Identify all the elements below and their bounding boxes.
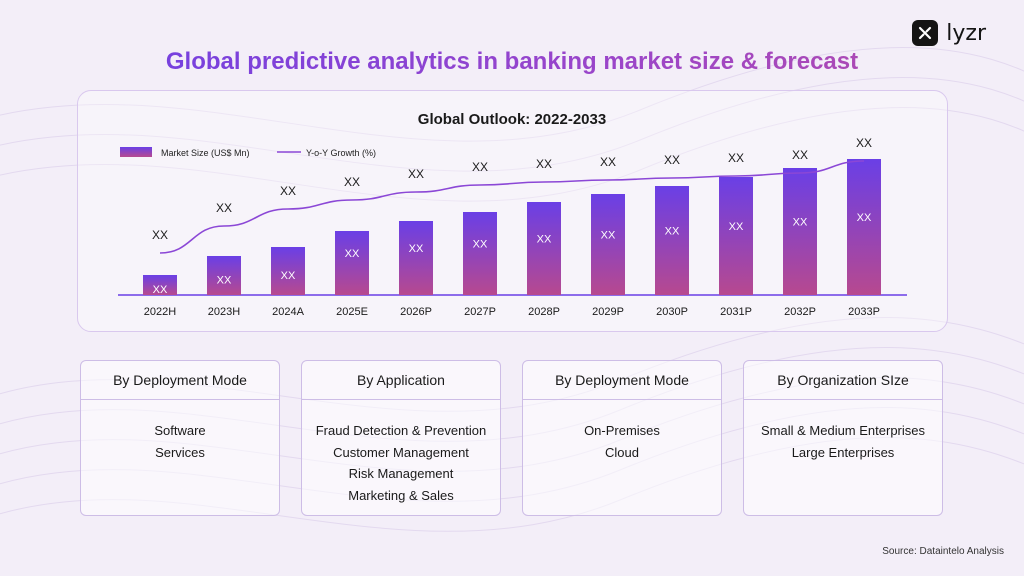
bar-data-label: XX — [601, 230, 616, 242]
page-title: Global predictive analytics in banking m… — [0, 48, 1024, 76]
x-tick-label: 2030P — [656, 306, 688, 318]
line-data-label: XX — [280, 184, 296, 198]
line-data-label: XX — [728, 151, 744, 165]
legend-line-label: Y-o-Y Growth (%) — [306, 148, 376, 158]
x-tick-label: 2022H — [144, 306, 176, 318]
bar — [335, 231, 369, 295]
segment-item: Services — [155, 444, 205, 460]
bar-data-label: XX — [729, 221, 744, 233]
segment-header: By Organization SIze — [744, 361, 942, 400]
x-tick-label: 2025E — [336, 306, 368, 318]
segment-header: By Application — [302, 361, 500, 400]
bar — [143, 275, 177, 295]
lyzr-logo-icon — [912, 20, 939, 46]
x-tick-label: 2031P — [720, 306, 752, 318]
segment-item: Customer Management — [333, 444, 469, 460]
bar — [655, 186, 689, 295]
bar — [207, 256, 241, 295]
bar — [527, 202, 561, 295]
bar-data-label: XX — [281, 270, 296, 282]
bar — [271, 247, 305, 295]
bar-data-label: XX — [857, 212, 872, 224]
segment-header: By Deployment Mode — [523, 361, 721, 400]
x-tick-label: 2033P — [848, 306, 880, 318]
segment-item: On-Premises — [584, 423, 660, 438]
bar-data-label: XX — [345, 248, 360, 260]
segments-section: By Deployment Mode Software Services By … — [80, 360, 944, 516]
bar-data-label: XX — [217, 275, 232, 287]
line-data-label: XX — [408, 167, 424, 181]
segment-item: Small & Medium Enterprises — [761, 423, 925, 438]
line-data-label: XX — [856, 136, 872, 150]
segment-item: Marketing & Sales — [348, 487, 454, 503]
chart-card: Global Outlook: 2022-2033 Market Size (U… — [77, 90, 948, 332]
source-note: Source: Dataintelo Analysis — [882, 546, 1004, 557]
segment-item: Software — [154, 423, 206, 438]
line-data-label: XX — [152, 228, 168, 242]
segment-item: Fraud Detection & Prevention — [315, 423, 487, 438]
bar — [719, 177, 753, 295]
bar-data-label: XX — [153, 284, 168, 296]
bar-data-label: XX — [537, 234, 552, 246]
x-tick-label: 2027P — [464, 306, 496, 318]
line-data-label: XX — [792, 148, 808, 162]
segment-item: Large Enterprises — [791, 444, 895, 460]
legend-bar-swatch — [120, 147, 152, 157]
segment-card-deployment-2: By Deployment Mode On-Premises Cloud — [522, 360, 722, 516]
bar — [847, 159, 881, 295]
bar — [463, 212, 497, 295]
bar — [783, 168, 817, 295]
line-data-label: XX — [600, 155, 616, 169]
line-data-label: XX — [472, 160, 488, 174]
x-tick-label: 2032P — [784, 306, 816, 318]
x-tick-label: 2023H — [208, 306, 240, 318]
segment-header: By Deployment Mode — [81, 361, 279, 400]
bar-data-label: XX — [665, 226, 680, 238]
segment-card-deployment: By Deployment Mode Software Services — [80, 360, 280, 516]
growth-line — [159, 160, 865, 254]
line-data-label: XX — [536, 157, 552, 171]
bar-data-label: XX — [793, 217, 808, 229]
x-tick-label: 2024A — [272, 306, 304, 318]
segment-item: Cloud — [605, 444, 639, 460]
brand-logo: lyzr — [912, 20, 986, 46]
bar-data-label: XX — [473, 239, 488, 251]
chart-legend: Market Size (US$ Mn) Y-o-Y Growth (%) — [120, 147, 376, 158]
segment-card-organization: By Organization SIze Small & Medium Ente… — [743, 360, 943, 516]
segment-card-application: By Application Fraud Detection & Prevent… — [301, 360, 501, 516]
x-tick-label: 2029P — [592, 306, 624, 318]
x-tick-label: 2028P — [528, 306, 560, 318]
brand-name: lyzr — [946, 20, 986, 46]
legend-bar-label: Market Size (US$ Mn) — [161, 148, 250, 158]
bar — [399, 221, 433, 295]
chart-title: Global Outlook: 2022-2033 — [418, 111, 606, 128]
segment-item: Risk Management — [348, 466, 454, 481]
bar-data-label: XX — [409, 243, 424, 255]
line-data-label: XX — [344, 175, 360, 189]
line-data-label: XX — [664, 153, 680, 167]
line-data-label: XX — [216, 201, 232, 215]
bar — [591, 194, 625, 295]
market-size-chart: Global Outlook: 2022-2033 Market Size (U… — [118, 111, 907, 318]
x-tick-label: 2026P — [400, 306, 432, 318]
